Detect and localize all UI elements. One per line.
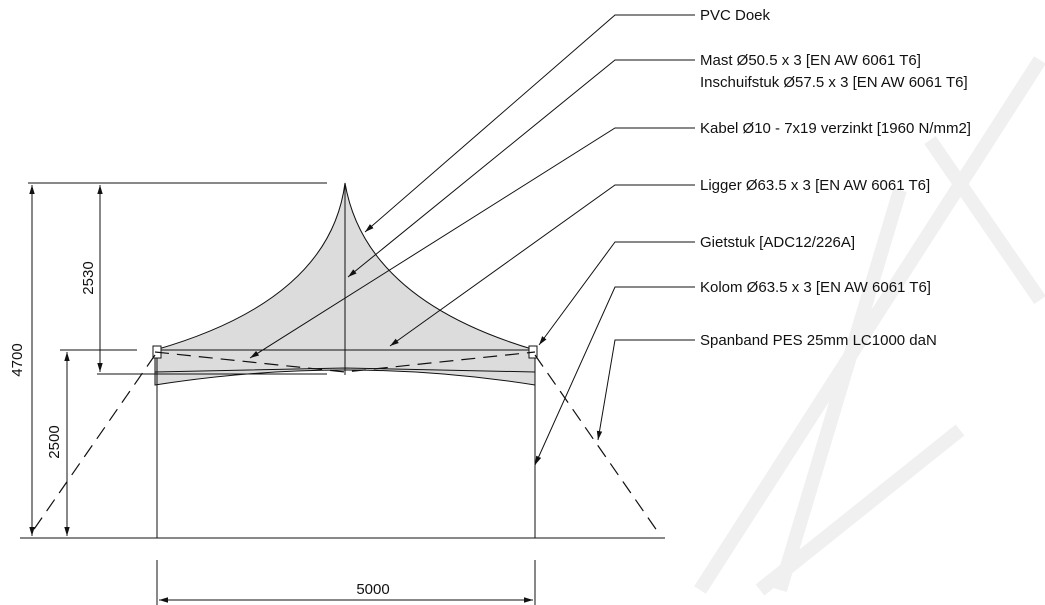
dim-side-height: 2500: [46, 425, 63, 458]
label: Gietstuk [ADC12/226A]: [700, 234, 855, 251]
dim-roof-height: 2530: [80, 261, 97, 294]
label: PVC Doek: [700, 7, 771, 24]
dimensions: 4700 2530 2500 5000: [9, 182, 536, 605]
watermark: [694, 56, 1045, 596]
label: Mast Ø50.5 x 3 [EN AW 6061 T6]: [700, 52, 921, 69]
dim-width: 5000: [356, 581, 389, 598]
tent: [20, 182, 665, 539]
label: Kolom Ø63.5 x 3 [EN AW 6061 T6]: [700, 279, 931, 296]
leaders: [249, 14, 695, 466]
labels: PVC Doek Mast Ø50.5 x 3 [EN AW 6061 T6] …: [700, 7, 971, 349]
label: Spanband PES 25mm LC1000 daN: [700, 332, 937, 349]
label: Inschuifstuk Ø57.5 x 3 [EN AW 6061 T6]: [700, 74, 968, 91]
label: Kabel Ø10 - 7x19 verzinkt [1960 N/mm2]: [700, 120, 971, 137]
dim-total-height: 4700: [9, 343, 26, 376]
label: Ligger Ø63.5 x 3 [EN AW 6061 T6]: [700, 177, 930, 194]
